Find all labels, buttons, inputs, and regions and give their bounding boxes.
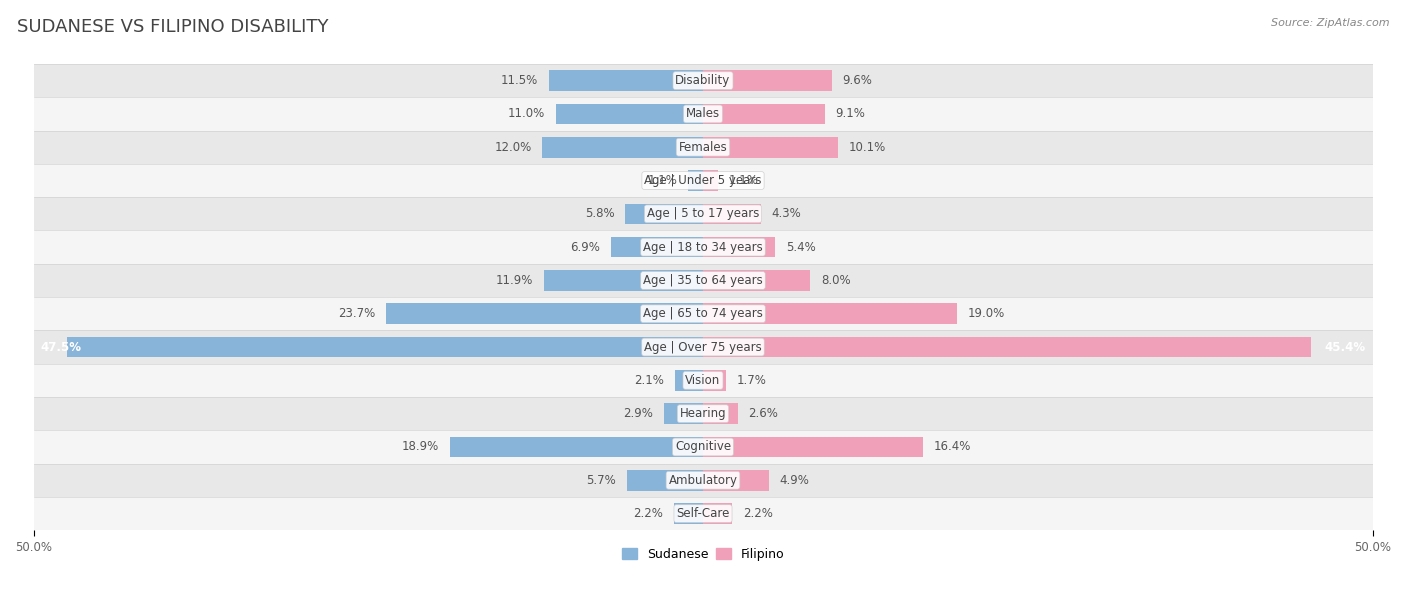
Bar (703, 204, 761, 224)
Text: 5.8%: 5.8% (585, 207, 614, 220)
Bar (703, 436, 922, 457)
Text: 8.0%: 8.0% (821, 274, 851, 287)
Text: Age | 18 to 34 years: Age | 18 to 34 years (643, 241, 763, 253)
Legend: Sudanese, Filipino: Sudanese, Filipino (617, 543, 789, 566)
Bar (34, 64, 1372, 97)
Bar (610, 237, 703, 258)
Text: Cognitive: Cognitive (675, 441, 731, 453)
Bar (34, 197, 1372, 231)
Bar (543, 137, 703, 157)
Text: 10.1%: 10.1% (849, 141, 886, 154)
Bar (34, 497, 1372, 530)
Bar (555, 103, 703, 124)
Bar (673, 503, 703, 524)
Bar (450, 436, 703, 457)
Bar (34, 397, 1372, 430)
Text: 2.2%: 2.2% (633, 507, 662, 520)
Bar (67, 337, 703, 357)
Bar (703, 70, 831, 91)
Text: 9.1%: 9.1% (835, 108, 866, 121)
Bar (703, 270, 810, 291)
Bar (703, 304, 957, 324)
Text: 2.6%: 2.6% (748, 407, 779, 420)
Bar (675, 370, 703, 390)
Bar (548, 70, 703, 91)
Text: Age | 5 to 17 years: Age | 5 to 17 years (647, 207, 759, 220)
Bar (34, 464, 1372, 497)
Text: 2.2%: 2.2% (744, 507, 773, 520)
Text: 6.9%: 6.9% (569, 241, 600, 253)
Text: 11.0%: 11.0% (508, 108, 546, 121)
Bar (626, 204, 703, 224)
Text: 11.9%: 11.9% (495, 274, 533, 287)
Text: 2.1%: 2.1% (634, 374, 664, 387)
Bar (34, 164, 1372, 197)
Bar (34, 264, 1372, 297)
Text: Vision: Vision (685, 374, 721, 387)
Bar (627, 470, 703, 491)
Text: Self-Care: Self-Care (676, 507, 730, 520)
Text: 4.3%: 4.3% (772, 207, 801, 220)
Bar (703, 503, 733, 524)
Text: 19.0%: 19.0% (969, 307, 1005, 320)
Text: Age | Under 5 years: Age | Under 5 years (644, 174, 762, 187)
Text: 1.7%: 1.7% (737, 374, 766, 387)
Text: 5.4%: 5.4% (786, 241, 815, 253)
Text: 2.9%: 2.9% (624, 407, 654, 420)
Text: Males: Males (686, 108, 720, 121)
Text: 1.1%: 1.1% (648, 174, 678, 187)
Text: 45.4%: 45.4% (1324, 340, 1365, 354)
Bar (703, 337, 1310, 357)
Text: 18.9%: 18.9% (402, 441, 439, 453)
Bar (34, 297, 1372, 330)
Text: Hearing: Hearing (679, 407, 727, 420)
Text: Ambulatory: Ambulatory (668, 474, 738, 487)
Bar (34, 97, 1372, 130)
Text: 16.4%: 16.4% (934, 441, 970, 453)
Bar (385, 304, 703, 324)
Text: 23.7%: 23.7% (337, 307, 375, 320)
Text: Age | 65 to 74 years: Age | 65 to 74 years (643, 307, 763, 320)
Text: Age | 35 to 64 years: Age | 35 to 64 years (643, 274, 763, 287)
Bar (544, 270, 703, 291)
Text: 47.5%: 47.5% (41, 340, 82, 354)
Bar (703, 403, 738, 424)
Bar (34, 330, 1372, 364)
Text: Females: Females (679, 141, 727, 154)
Bar (689, 170, 703, 191)
Text: 5.7%: 5.7% (586, 474, 616, 487)
Text: 9.6%: 9.6% (842, 74, 872, 87)
Bar (703, 103, 825, 124)
Text: 1.1%: 1.1% (728, 174, 758, 187)
Bar (703, 237, 775, 258)
Text: Source: ZipAtlas.com: Source: ZipAtlas.com (1271, 18, 1389, 28)
Bar (664, 403, 703, 424)
Text: 11.5%: 11.5% (501, 74, 538, 87)
Text: 12.0%: 12.0% (495, 141, 531, 154)
Bar (703, 137, 838, 157)
Text: Disability: Disability (675, 74, 731, 87)
Bar (703, 470, 769, 491)
Bar (34, 231, 1372, 264)
Bar (703, 170, 717, 191)
Text: SUDANESE VS FILIPINO DISABILITY: SUDANESE VS FILIPINO DISABILITY (17, 18, 329, 36)
Text: 4.9%: 4.9% (779, 474, 810, 487)
Bar (703, 370, 725, 390)
Bar (34, 430, 1372, 464)
Bar (34, 130, 1372, 164)
Bar (34, 364, 1372, 397)
Text: Age | Over 75 years: Age | Over 75 years (644, 340, 762, 354)
